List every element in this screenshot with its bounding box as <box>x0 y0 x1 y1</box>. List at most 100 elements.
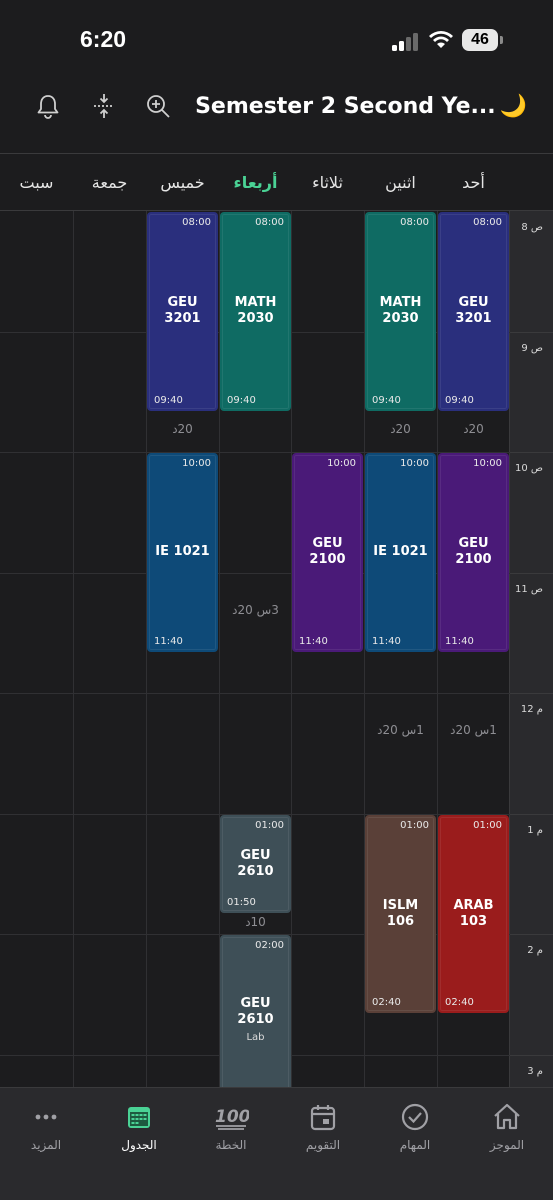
schedule-event[interactable]: 08:00 GEU 3201 09:40 <box>147 212 218 411</box>
event-start-time: 10:00 <box>327 458 356 469</box>
grid-row-line <box>0 693 510 694</box>
event-subtitle: Lab <box>246 1032 265 1043</box>
schedule-event[interactable]: 08:00 MATH 2030 09:40 <box>365 212 436 411</box>
day-header-4[interactable]: خميس <box>160 173 205 192</box>
gap-label: 20د <box>172 422 193 436</box>
nav-item-home[interactable]: الموجز <box>461 1100 553 1152</box>
schedule-event[interactable]: 08:00 MATH 2030 09:40 <box>220 212 291 411</box>
hundred-icon: 100 <box>185 1100 277 1134</box>
day-header-3[interactable]: أربعاء <box>233 173 278 192</box>
schedule-event[interactable]: 10:00 IE 1021 11:40 <box>147 453 218 652</box>
compress-icon[interactable] <box>90 92 118 120</box>
time-line <box>509 1055 553 1056</box>
event-name-text: GEU 2100 <box>455 536 492 568</box>
schedule-event[interactable]: 10:00 GEU 2100 11:40 <box>292 453 363 652</box>
time-label: 12 م <box>520 704 543 715</box>
schedule-event[interactable]: 08:00 GEU 3201 09:40 <box>438 212 509 411</box>
event-start-time: 10:00 <box>473 458 502 469</box>
day-header-5[interactable]: جمعة <box>91 173 128 192</box>
event-name-text: ARAB 103 <box>453 897 494 929</box>
time-line <box>509 573 553 574</box>
day-header-0[interactable]: أحد <box>462 173 485 192</box>
time-column: 8 ص 9 ص 10 ص 11 ص 12 م 1 م 2 م 3 م <box>509 211 553 1087</box>
day-header-6[interactable]: سبت <box>19 173 54 192</box>
event-start-time: 01:00 <box>473 819 502 831</box>
event-name: ARAB 103 <box>440 898 507 930</box>
bell-icon[interactable] <box>34 92 62 120</box>
nav-item-calendar[interactable]: التقويم <box>277 1100 369 1152</box>
event-name: IE 1021 <box>367 544 434 560</box>
more-icon <box>0 1100 92 1134</box>
gap-label: 20د <box>390 422 411 436</box>
event-name: MATH 2030 <box>222 295 289 327</box>
schedule-event[interactable]: 01:00 ARAB 103 02:40 <box>438 814 509 1014</box>
zoom-in-icon[interactable] <box>144 92 172 120</box>
event-start-time: 08:00 <box>400 217 429 228</box>
event-name: GEU 2100 <box>440 536 507 568</box>
event-name: IE 1021 <box>149 544 216 560</box>
time-line <box>509 693 553 694</box>
grid-row-line <box>0 934 510 935</box>
time-line <box>509 332 553 333</box>
event-name: GEU 2610 <box>222 848 289 880</box>
schedule-icon <box>93 1100 185 1134</box>
event-end-time: 02:40 <box>372 997 401 1009</box>
bottom-nav: الموجز المهام التقويم 100 الخطة الجدول المزيد <box>0 1087 553 1200</box>
event-name-text: GEU 2610 <box>237 847 274 879</box>
event-end-time: 11:40 <box>445 635 474 647</box>
nav-item-check-circle[interactable]: المهام <box>369 1100 461 1152</box>
nav-item-more[interactable]: المزيد <box>0 1100 92 1152</box>
day-header: أحد اثنين ثلاثاء أربعاء خميس جمعة سبت <box>0 153 553 211</box>
grid-column-line <box>73 211 74 1087</box>
schedule-event[interactable]: 10:00 GEU 2100 11:40 <box>438 453 509 652</box>
day-header-1[interactable]: اثنين <box>385 173 416 192</box>
nav-item-schedule[interactable]: الجدول <box>93 1100 185 1152</box>
event-name-text: IE 1021 <box>155 544 210 560</box>
gap-label: 10د <box>245 915 266 929</box>
gap-label: 3س 20د <box>232 603 279 617</box>
event-name-text: MATH 2030 <box>234 295 277 327</box>
time-label: 10 ص <box>515 463 543 474</box>
grid-column-line <box>437 211 438 1087</box>
grid-column-line <box>146 211 147 1087</box>
event-name-text: GEU 3201 <box>164 295 201 327</box>
nav-item-hundred[interactable]: 100 الخطة <box>185 1100 277 1152</box>
nav-label: التقويم <box>305 1138 341 1152</box>
event-name: MATH 2030 <box>367 295 434 327</box>
battery-indicator: 46 <box>462 29 503 51</box>
event-name: GEU 2610 Lab <box>222 996 289 1046</box>
event-end-time: 09:40 <box>154 394 183 406</box>
gap-label: 1س 20د <box>377 723 424 737</box>
schedule-event[interactable]: 01:00 ISLM 106 02:40 <box>365 814 436 1014</box>
event-start-time: 08:00 <box>255 217 284 228</box>
event-end-time: 01:50 <box>227 896 256 908</box>
day-header-2[interactable]: ثلاثاء <box>312 173 343 192</box>
event-start-time: 08:00 <box>182 217 211 228</box>
svg-text:100: 100 <box>215 1107 249 1127</box>
time-label: 8 ص <box>521 222 543 233</box>
event-name: GEU 3201 <box>149 295 216 327</box>
event-end-time: 11:40 <box>299 635 328 647</box>
nav-label: المهام <box>399 1138 431 1152</box>
event-name: ISLM 106 <box>367 898 434 930</box>
event-start-time: 01:00 <box>400 819 429 831</box>
event-end-time: 09:40 <box>227 394 256 406</box>
event-name-text: IE 1021 <box>373 544 428 560</box>
schedule-event[interactable]: 01:00 GEU 2610 01:50 <box>220 814 291 913</box>
schedule-event[interactable]: 02:00 GEU 2610 Lab <box>220 935 291 1087</box>
nav-label: الموجز <box>489 1138 525 1152</box>
time-line <box>509 814 553 815</box>
grid-row-line <box>0 573 510 574</box>
event-start-time: 01:00 <box>255 819 284 831</box>
grid-column-line <box>219 211 220 1087</box>
event-start-time: 10:00 <box>400 458 429 469</box>
schedule-event[interactable]: 10:00 IE 1021 11:40 <box>365 453 436 652</box>
time-line <box>509 934 553 935</box>
check-circle-icon <box>369 1100 461 1134</box>
event-name: GEU 2100 <box>294 536 361 568</box>
time-line <box>509 452 553 453</box>
schedule-grid[interactable]: 8 ص 9 ص 10 ص 11 ص 12 م 1 م 2 م 3 م 08:00 GEU 320… <box>0 211 553 1087</box>
event-start-time: 10:00 <box>182 458 211 469</box>
page-title[interactable]: Semester 2 Second Ye... 🌙 <box>195 94 527 119</box>
event-name: GEU 3201 <box>440 295 507 327</box>
